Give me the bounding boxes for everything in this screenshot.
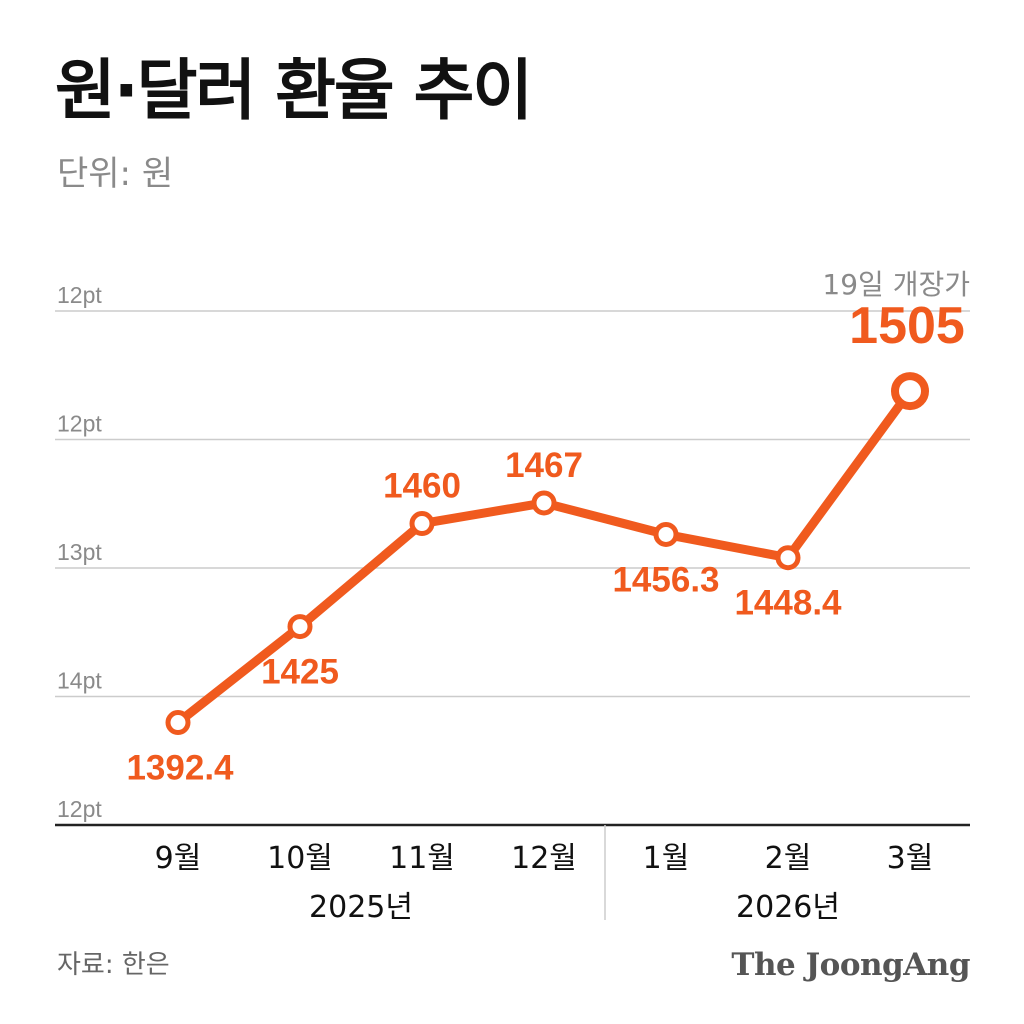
annotation-label: 19일 개장가 [822,268,970,301]
data-label: 1467 [505,446,583,485]
year-label: 2026년 [736,890,840,925]
x-tick-label: 9월 [155,841,202,876]
data-point [531,490,557,516]
y-tick-label: 12pt [57,411,102,437]
year-label: 2025년 [309,890,413,925]
data-label: 1448.4 [734,584,842,623]
x-tick-label: 12월 [511,841,577,876]
data-label: 1460 [383,467,461,506]
source-label: 자료: 한은 [57,950,170,980]
data-point [165,710,191,736]
data-label: 1392.4 [126,749,234,788]
data-point [891,372,929,411]
x-tick-label: 2월 [765,841,812,876]
data-label: 1456.3 [612,560,719,599]
brand-logo: The JoongAng [731,947,970,983]
x-tick-label: 11월 [389,841,455,876]
data-point [409,511,435,537]
x-tick-label: 10월 [267,841,333,876]
data-point [775,545,801,571]
y-tick-label: 14pt [57,668,102,694]
x-tick-label: 1월 [643,841,690,876]
y-tick-label: 12pt [57,282,102,308]
data-point [287,614,313,640]
data-label: 1425 [261,653,339,692]
unit-label: 단위: 원 [57,154,174,194]
y-tick-label: 12pt [57,796,102,822]
y-tick-label: 13pt [57,539,102,565]
chart-title: 원·달러 환율 추이 [55,52,533,129]
data-label: 1505 [849,297,965,355]
x-tick-label: 3월 [887,841,934,876]
data-point [653,521,679,547]
